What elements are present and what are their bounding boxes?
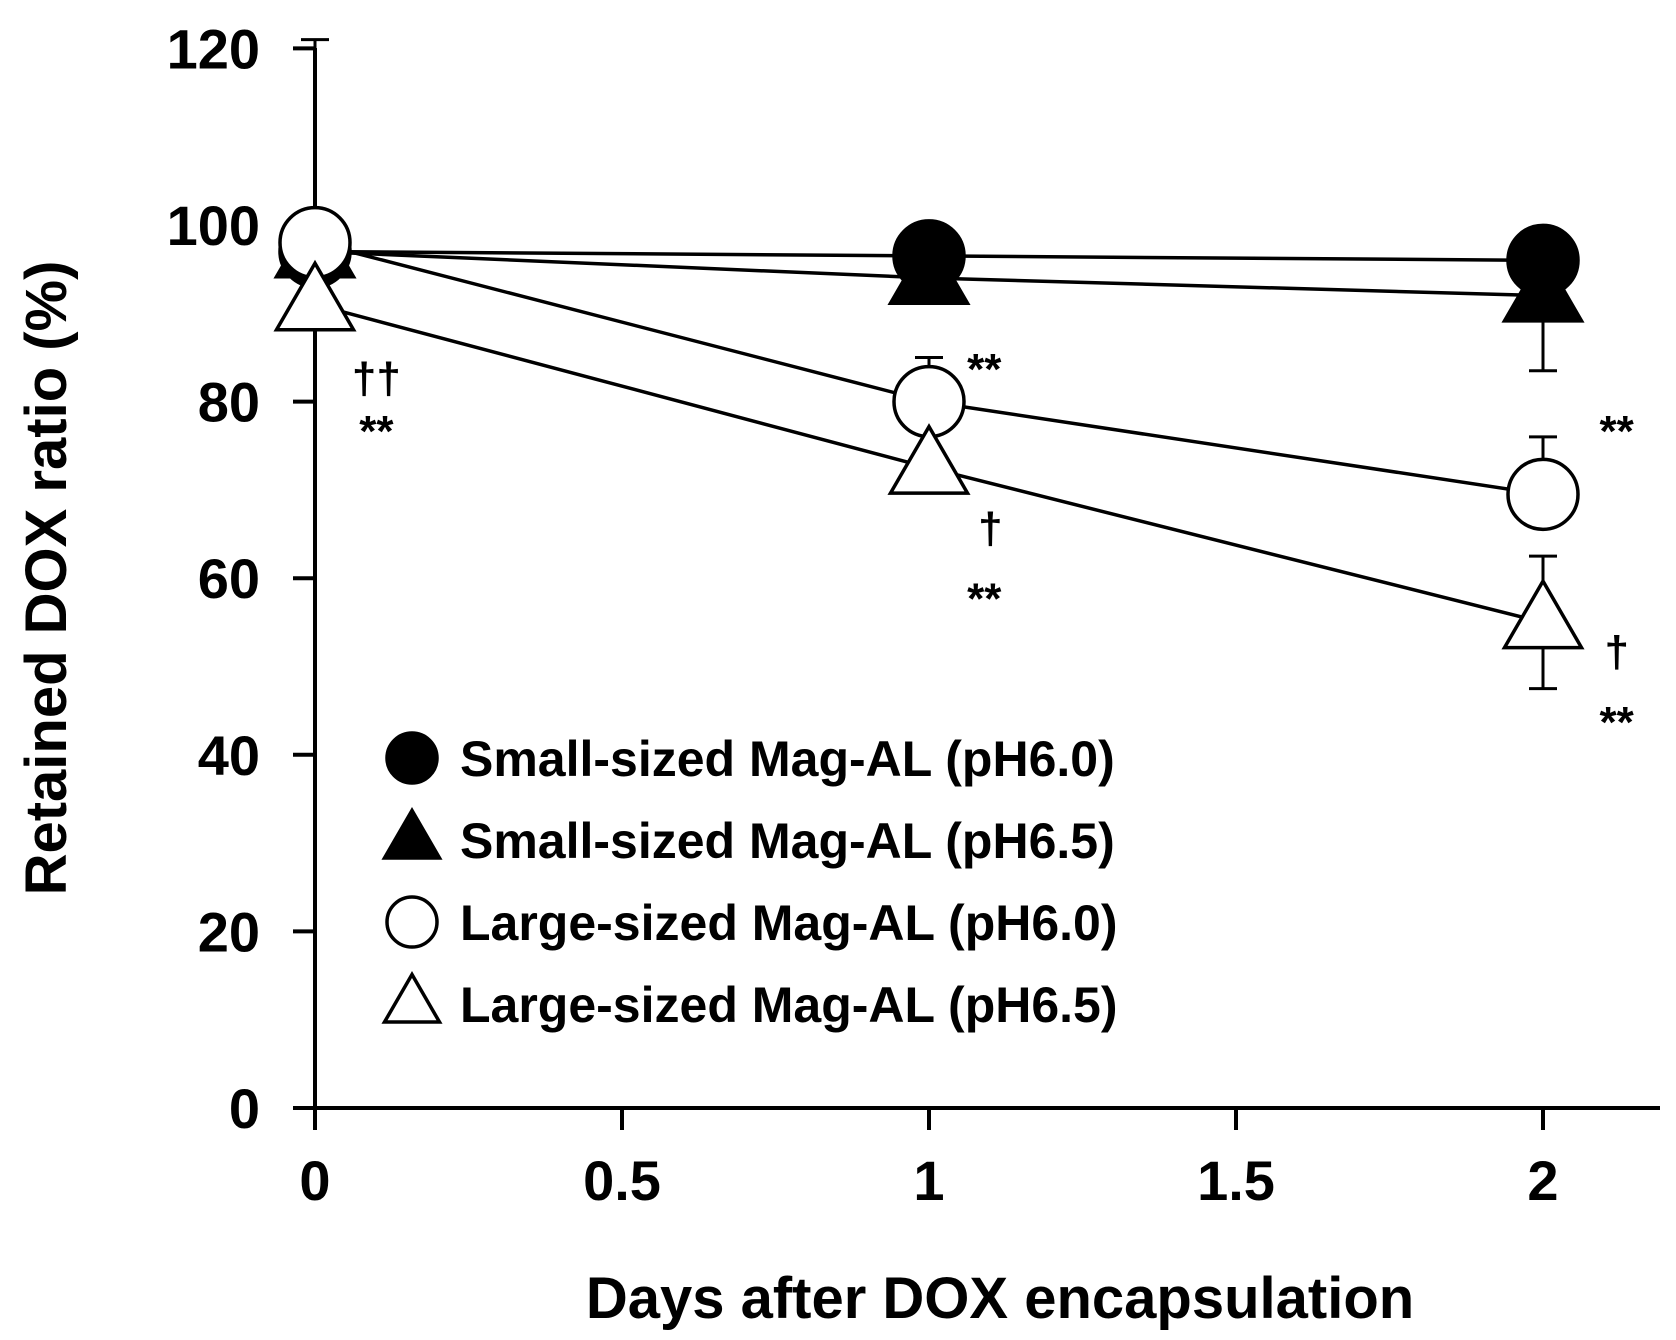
- y-tick-label: 120: [167, 17, 260, 80]
- error-bars: [301, 38, 1557, 691]
- y-tick-label: 100: [167, 194, 260, 257]
- significance-marker: †: [1604, 628, 1628, 677]
- significance-marker: †: [978, 504, 1002, 553]
- legend-label: Small-sized Mag-AL (pH6.5): [460, 813, 1115, 869]
- legend-item: Large-sized Mag-AL (pH6.5): [381, 971, 1118, 1033]
- y-tick-label: 20: [198, 900, 260, 963]
- y-tick-label: 80: [198, 371, 260, 434]
- x-tick-label: 1.5: [1197, 1149, 1275, 1212]
- y-tick-label: 0: [229, 1077, 260, 1140]
- legend-label: Small-sized Mag-AL (pH6.0): [460, 731, 1115, 787]
- legend-marker: [381, 807, 443, 860]
- x-tick-label: 0: [299, 1149, 330, 1212]
- significance-marker: ††: [352, 354, 401, 403]
- x-tick-label: 1: [913, 1149, 944, 1212]
- data-point-series-4: [887, 423, 971, 495]
- x-tick-label: 0.5: [583, 1149, 661, 1212]
- legend-item: Small-sized Mag-AL (pH6.0): [385, 731, 1115, 787]
- series-markers: [273, 205, 1585, 650]
- significance-marker: **: [967, 345, 1002, 394]
- legend-label: Large-sized Mag-AL (pH6.0): [460, 895, 1118, 951]
- y-tick-label: 40: [198, 724, 260, 787]
- significance-marker: **: [1600, 407, 1635, 456]
- legend-marker: [385, 895, 439, 949]
- y-ticks: 0 20 40 60 80 100 120: [167, 17, 315, 1140]
- legend-marker: [385, 731, 439, 785]
- data-point-series-4: [1501, 577, 1585, 650]
- x-axis-title: Days after DOX encapsulation: [586, 1266, 1414, 1331]
- x-ticks: 0 0.5 1 1.5 2: [299, 1108, 1559, 1212]
- data-point-series-2: [887, 233, 971, 305]
- significance-annotations: ††****†****†**: [352, 345, 1635, 747]
- legend-label: Large-sized Mag-AL (pH6.5): [460, 977, 1118, 1033]
- legend: Small-sized Mag-AL (pH6.0) Small-sized Ma…: [381, 731, 1118, 1033]
- legend-item: Large-sized Mag-AL (pH6.0): [385, 895, 1118, 951]
- significance-marker: **: [967, 575, 1002, 624]
- y-axis-title: Retained DOX ratio (%): [14, 261, 79, 896]
- data-point-series-4: [273, 259, 357, 332]
- y-tick-label: 60: [198, 547, 260, 610]
- legend-marker: [381, 971, 443, 1024]
- data-point-series-3: [1506, 457, 1580, 532]
- significance-marker: **: [1600, 698, 1635, 747]
- data-point-series-2: [1501, 250, 1585, 323]
- significance-marker: **: [359, 407, 394, 456]
- x-tick-label: 2: [1527, 1149, 1558, 1212]
- legend-item: Small-sized Mag-AL (pH6.5): [381, 807, 1115, 869]
